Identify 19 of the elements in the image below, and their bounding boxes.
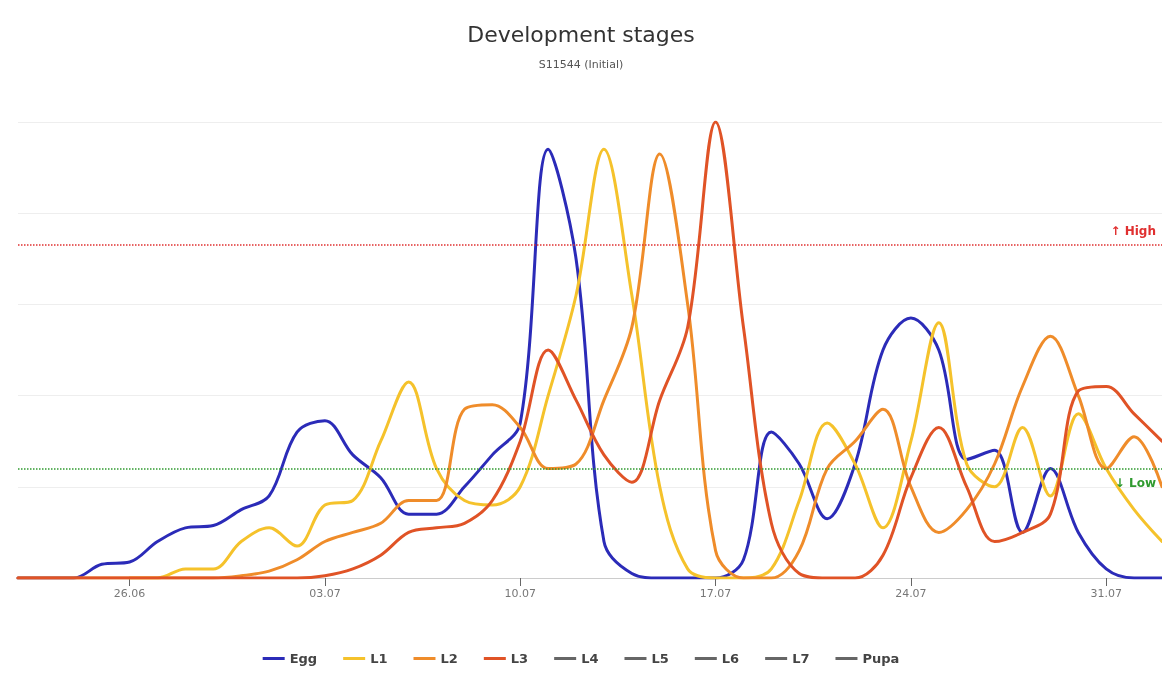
x-tick-label: 26.06 — [113, 587, 146, 600]
legend-label: L4 — [581, 651, 599, 666]
x-tick-label: 24.07 — [895, 587, 927, 600]
legend-label: L3 — [510, 651, 529, 666]
ref-line-label: ↓ Low — [1114, 475, 1156, 490]
legend-label: Egg — [289, 651, 318, 666]
ref-line-label: ↑ High — [1110, 224, 1156, 239]
x-tick-label: 17.07 — [699, 587, 732, 600]
x-tick-label: 31.07 — [1090, 587, 1122, 600]
legend-label: L6 — [721, 651, 740, 666]
legend-label: Pupa — [862, 651, 900, 666]
chart-subtitle: S11544 (Initial) — [538, 58, 624, 71]
legend-label: L1 — [370, 651, 388, 666]
x-tick-label: 03.07 — [309, 587, 341, 600]
legend-label: L7 — [792, 651, 810, 666]
x-tick-label: 10.07 — [504, 587, 536, 600]
chart-title: Development stages — [467, 21, 695, 47]
legend-label: L5 — [651, 651, 669, 666]
legend-label: L2 — [440, 651, 458, 666]
